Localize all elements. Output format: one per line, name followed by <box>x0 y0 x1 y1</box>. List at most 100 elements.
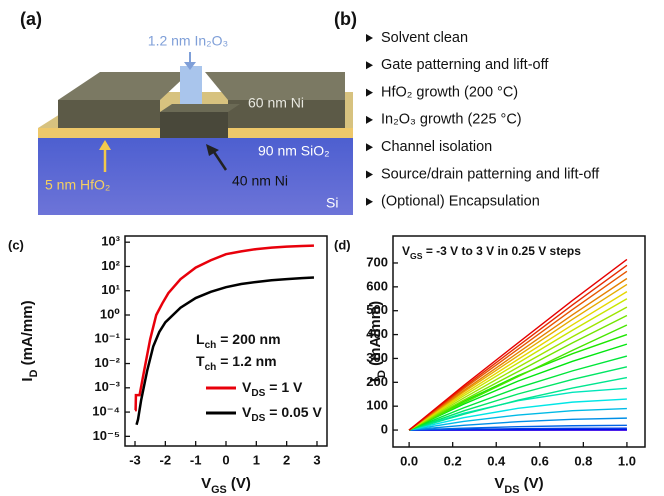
y-tick-label: 10³ <box>101 234 120 249</box>
y-axis-label-part: D <box>28 369 40 377</box>
x-tick-label: 0.6 <box>531 453 549 468</box>
y-tick-label: 200 <box>366 374 388 389</box>
step-text: (Optional) Encapsulation <box>381 194 540 210</box>
x-tick-label: 0.0 <box>400 453 418 468</box>
y-tick-label: 300 <box>366 350 388 365</box>
y-tick-label: 100 <box>366 398 388 413</box>
bullet <box>366 197 373 206</box>
bullet <box>366 115 373 124</box>
annotation-part: ch <box>205 362 217 373</box>
x-tick-label: -1 <box>190 452 202 467</box>
annotation-part: T <box>196 353 205 369</box>
data-line <box>408 314 628 431</box>
legend-label-part: DS <box>251 388 265 399</box>
annotation: Tch = 1.2 nm <box>196 353 277 373</box>
y-tick-label: 10⁻² <box>94 355 120 370</box>
x-tick-label: 0.8 <box>574 453 592 468</box>
x-tick-label: 1.0 <box>618 453 636 468</box>
legend-label-part: = 1 V <box>265 379 303 395</box>
device-illustration <box>38 52 353 215</box>
y-tick-label: 10⁻³ <box>94 379 120 394</box>
x-tick-label: 0.2 <box>444 453 462 468</box>
data-line <box>408 324 628 431</box>
annotation-part: GS <box>410 251 423 261</box>
annotation-part: = -3 V to 3 V in 0.25 V steps <box>422 244 581 258</box>
data-line <box>409 427 627 431</box>
y-axis-label: ID (mA/mm) <box>367 301 388 382</box>
y-tick-label: 10⁻⁵ <box>93 428 120 443</box>
arrowhead <box>99 140 111 150</box>
x-tick-label: 0 <box>222 452 229 467</box>
y-axis-label-part: (mA/mm) <box>367 301 384 370</box>
y-axis-label: ID (mA/mm) <box>19 300 40 381</box>
legend-label: VDS = 0.05 V <box>242 404 322 424</box>
data-line <box>408 306 628 431</box>
x-axis-label-part: (V) <box>519 475 543 492</box>
bullet <box>366 143 373 152</box>
x-axis-label-part: V <box>201 475 211 492</box>
source-front <box>58 100 160 128</box>
data-line <box>409 424 627 431</box>
legend-label: VDS = 1 V <box>242 379 303 399</box>
annotation: Lch = 200 nm <box>196 331 281 351</box>
legend-label-part: V <box>242 379 252 395</box>
data-line <box>408 355 628 431</box>
x-axis-label: VDS (V) <box>494 475 543 496</box>
arrowhead <box>206 144 219 156</box>
annotation: Si <box>326 195 338 211</box>
y-tick-label: 10⁰ <box>100 306 120 321</box>
charts: (c) -3 -2 -1 0 1 2 3 10⁻⁵ 10⁻⁴ 10⁻³ 10⁻² 10⁻¹ 10⁰ 10¹ 1… <box>8 234 646 496</box>
data-line <box>134 244 314 412</box>
arrowhead <box>184 62 196 70</box>
annotation: 90 nm SiO₂ <box>258 143 330 159</box>
data-line <box>408 258 628 431</box>
x-tick-label: 1 <box>253 452 260 467</box>
source-top <box>58 72 190 100</box>
y-axis-label-part: (mA/mm) <box>19 300 36 369</box>
x-axis-label-part: V <box>494 475 504 492</box>
y-axis-label-part: I <box>367 378 384 382</box>
arrow <box>212 151 228 171</box>
panel-label: (c) <box>8 237 24 252</box>
data-line <box>408 298 628 431</box>
data-line <box>408 398 627 431</box>
x-axis-label-part: DS <box>504 484 519 496</box>
y-axis-label-part: I <box>19 377 36 381</box>
annotation: 1.2 nm In₂O₃ <box>148 33 228 49</box>
x-tick-label: 3 <box>313 452 320 467</box>
legend-label-part: = 0.05 V <box>265 404 322 420</box>
channel <box>180 66 202 112</box>
plot-frame <box>392 235 646 448</box>
x-tick-label: -3 <box>129 452 141 467</box>
y-tick-label: 10⁻⁴ <box>92 404 120 419</box>
step-text: In₂O₃ growth (225 °C) <box>381 112 522 128</box>
annotation: 40 nm Ni <box>232 173 288 189</box>
data-line <box>408 270 628 431</box>
panel-label: (b) <box>334 9 357 29</box>
x-axis-label-part: (V) <box>227 475 251 492</box>
x-axis-label-part: GS <box>211 484 227 496</box>
data-line <box>135 276 315 426</box>
data-line <box>408 283 628 431</box>
data-line <box>408 343 628 431</box>
y-tick-label: 700 <box>366 254 388 269</box>
bullet <box>366 34 373 42</box>
annotation-part: L <box>196 331 205 347</box>
drain-top <box>205 72 345 100</box>
step-text: Gate patterning and lift-off <box>381 57 549 73</box>
step-text: Solvent clean <box>381 30 468 46</box>
process-steps: Solvent clean Gate patterning and lift-of… <box>366 30 600 210</box>
data-line <box>408 291 628 431</box>
panel-label: (a) <box>20 9 42 29</box>
x-tick-label: 2 <box>283 452 290 467</box>
y-tick-label: 400 <box>366 326 388 341</box>
bullet <box>366 88 373 97</box>
annotation-part: ch <box>205 340 217 351</box>
data-line <box>408 376 628 431</box>
data-line <box>409 407 627 431</box>
legend-label-part: V <box>242 404 252 420</box>
step-text: HfO₂ growth (200 °C) <box>381 84 518 100</box>
data-line <box>408 264 628 431</box>
step-text: Channel isolation <box>381 139 492 155</box>
